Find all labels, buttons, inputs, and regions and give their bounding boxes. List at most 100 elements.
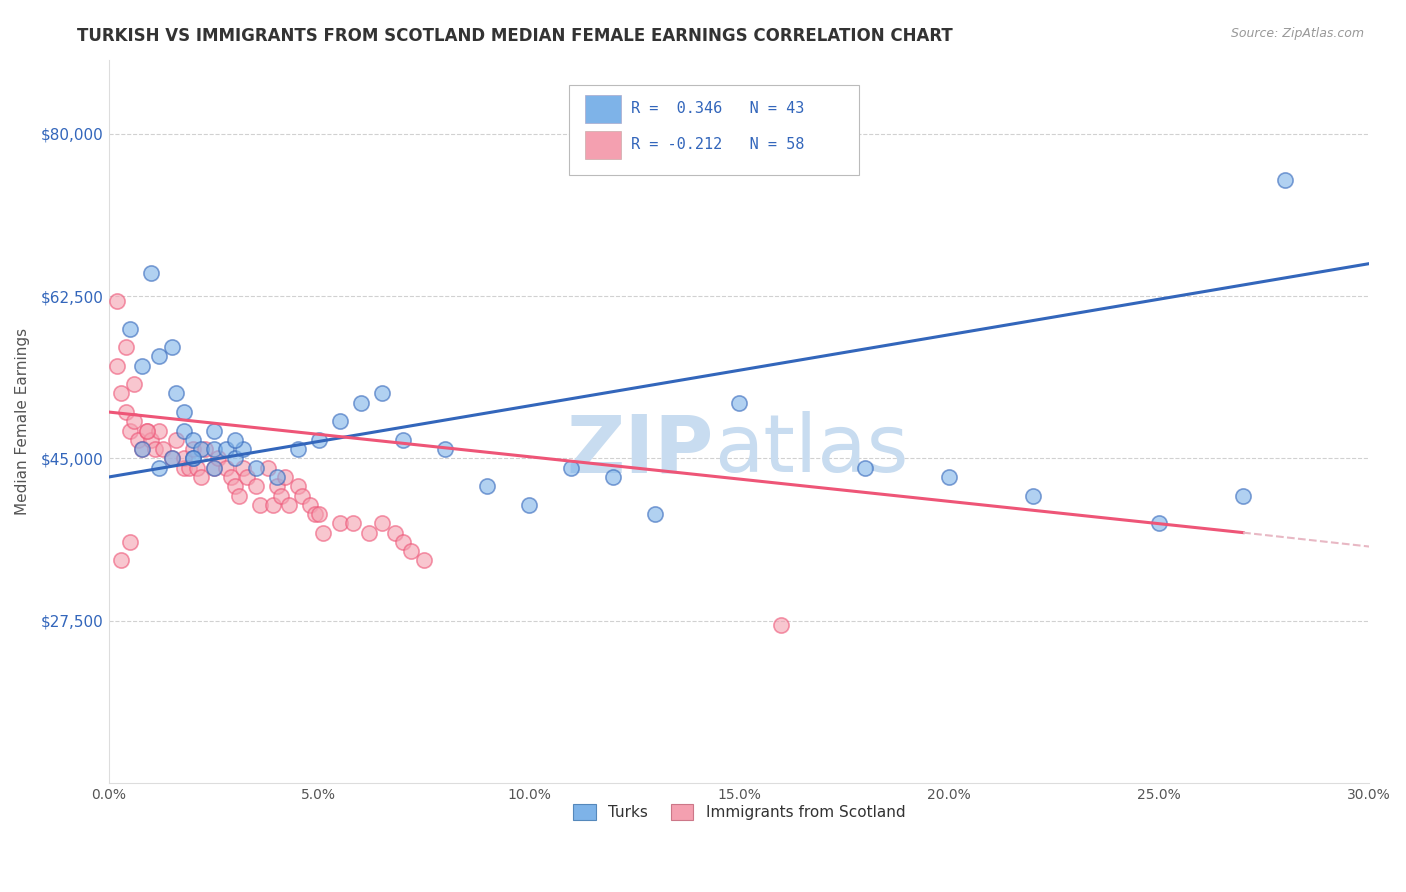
Text: ZIP: ZIP xyxy=(567,411,714,489)
Point xyxy=(232,460,254,475)
Text: Source: ZipAtlas.com: Source: ZipAtlas.com xyxy=(1230,27,1364,40)
Point xyxy=(177,460,200,475)
Point xyxy=(938,470,960,484)
Point xyxy=(560,460,582,475)
Point xyxy=(143,442,166,457)
FancyBboxPatch shape xyxy=(569,85,859,176)
Point xyxy=(769,618,792,632)
Point xyxy=(131,442,153,457)
Point xyxy=(644,507,666,521)
Point xyxy=(224,433,246,447)
Point xyxy=(329,414,352,428)
Point xyxy=(291,489,314,503)
Text: R = -0.212   N = 58: R = -0.212 N = 58 xyxy=(631,137,804,153)
Point xyxy=(329,516,352,531)
Point xyxy=(118,535,141,549)
Point xyxy=(135,424,157,438)
Point xyxy=(190,470,212,484)
Point xyxy=(181,442,204,457)
Point xyxy=(186,460,208,475)
Point xyxy=(131,359,153,373)
Point xyxy=(475,479,498,493)
Point xyxy=(165,386,187,401)
Legend: Turks, Immigrants from Scotland: Turks, Immigrants from Scotland xyxy=(567,797,911,826)
Point xyxy=(308,433,330,447)
Point xyxy=(342,516,364,531)
Point xyxy=(173,424,195,438)
Point xyxy=(110,553,132,567)
Point xyxy=(359,525,381,540)
Point xyxy=(1232,489,1254,503)
Point xyxy=(401,544,423,558)
Point xyxy=(245,479,267,493)
Point xyxy=(122,377,145,392)
Point xyxy=(1147,516,1170,531)
Point xyxy=(853,460,876,475)
Text: atlas: atlas xyxy=(714,411,908,489)
Point xyxy=(181,451,204,466)
Point xyxy=(139,266,162,280)
Point xyxy=(371,386,394,401)
Point xyxy=(160,451,183,466)
Point xyxy=(148,424,170,438)
Point xyxy=(219,470,242,484)
Point xyxy=(257,460,280,475)
Point xyxy=(148,350,170,364)
Point xyxy=(224,451,246,466)
Point xyxy=(190,442,212,457)
Point xyxy=(148,460,170,475)
Point xyxy=(122,414,145,428)
Point xyxy=(202,424,225,438)
Point xyxy=(287,442,309,457)
Point xyxy=(312,525,335,540)
Point xyxy=(207,451,229,466)
Point xyxy=(304,507,326,521)
Point xyxy=(249,498,271,512)
Point xyxy=(384,525,406,540)
Point xyxy=(299,498,322,512)
Text: TURKISH VS IMMIGRANTS FROM SCOTLAND MEDIAN FEMALE EARNINGS CORRELATION CHART: TURKISH VS IMMIGRANTS FROM SCOTLAND MEDI… xyxy=(77,27,953,45)
Point xyxy=(202,442,225,457)
Point xyxy=(262,498,284,512)
Point xyxy=(160,451,183,466)
Point xyxy=(173,451,195,466)
Point xyxy=(110,386,132,401)
Point xyxy=(287,479,309,493)
Point xyxy=(118,424,141,438)
Point xyxy=(433,442,456,457)
Y-axis label: Median Female Earnings: Median Female Earnings xyxy=(15,327,30,515)
Point xyxy=(173,460,195,475)
Point xyxy=(270,489,292,503)
Point xyxy=(114,340,136,354)
Point xyxy=(517,498,540,512)
Point xyxy=(602,470,624,484)
Point xyxy=(413,553,436,567)
Point xyxy=(202,460,225,475)
Point xyxy=(350,396,373,410)
Point xyxy=(236,470,259,484)
Point xyxy=(105,359,128,373)
Point xyxy=(127,433,149,447)
Point xyxy=(135,424,157,438)
Point xyxy=(118,321,141,335)
Point xyxy=(266,479,288,493)
Point xyxy=(274,470,297,484)
Bar xyxy=(585,131,620,159)
Point xyxy=(215,442,238,457)
Point xyxy=(371,516,394,531)
Point xyxy=(131,442,153,457)
Point xyxy=(308,507,330,521)
Point xyxy=(224,479,246,493)
Point xyxy=(114,405,136,419)
Point xyxy=(160,340,183,354)
Point xyxy=(266,470,288,484)
Point xyxy=(139,433,162,447)
Bar xyxy=(585,95,620,122)
Point xyxy=(105,293,128,308)
Point xyxy=(728,396,751,410)
Point xyxy=(392,535,415,549)
Point xyxy=(232,442,254,457)
Point xyxy=(202,460,225,475)
Point xyxy=(165,433,187,447)
Point xyxy=(245,460,267,475)
